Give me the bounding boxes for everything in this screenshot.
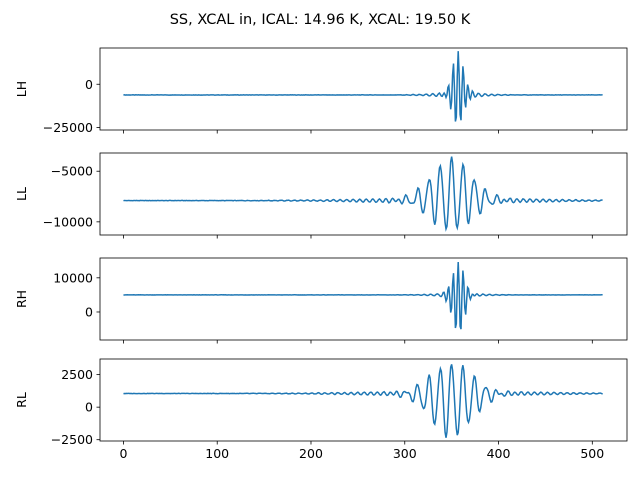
series-line-rl xyxy=(123,364,603,438)
axes-frame xyxy=(99,152,628,236)
y-tick-label: 10000 xyxy=(53,270,93,285)
axes-frame xyxy=(99,358,628,442)
y-tick-label: −25000 xyxy=(43,120,93,135)
y-tick-label: 0 xyxy=(85,400,93,415)
subplot-ll: −10000 −5000 LL xyxy=(14,152,628,239)
y-axis-label: RH xyxy=(14,290,29,308)
subplot-lh: −25000 0 LH xyxy=(14,47,628,135)
y-tick-label: 0 xyxy=(85,304,93,319)
series-line-ll xyxy=(123,156,603,232)
y-tick-label: −10000 xyxy=(43,214,93,229)
x-tick-label: 200 xyxy=(299,446,323,461)
y-axis-label: LL xyxy=(14,187,29,201)
x-tick-label: 300 xyxy=(393,446,417,461)
figure-title: SS, XCAL in, ICAL: 14.96 K, XCAL: 19.50 … xyxy=(170,12,471,28)
series-line-lh xyxy=(123,51,603,122)
subplot-rl: −2500 0 2500 RL 0 100 200 300 400 500 xyxy=(14,358,628,461)
x-tick-label: 400 xyxy=(487,446,511,461)
y-tick-label: 2500 xyxy=(61,367,93,382)
x-tick-label: 100 xyxy=(205,446,229,461)
y-axis-label: RL xyxy=(14,392,29,408)
y-axis-label: LH xyxy=(14,81,29,97)
y-tick-label: −5000 xyxy=(51,164,93,179)
subplots: −250000LH−10000−5000LL010000RH−250002500… xyxy=(14,47,628,461)
series-line-rh xyxy=(123,262,603,330)
y-tick-label: 0 xyxy=(85,77,93,92)
x-tick-label: 0 xyxy=(119,446,127,461)
y-tick-label: −2500 xyxy=(51,432,93,447)
axes-frame xyxy=(99,257,628,341)
subplot-rh: 0 10000 RH xyxy=(14,257,628,344)
axes-frame xyxy=(99,47,628,131)
x-tick-label: 500 xyxy=(580,446,604,461)
